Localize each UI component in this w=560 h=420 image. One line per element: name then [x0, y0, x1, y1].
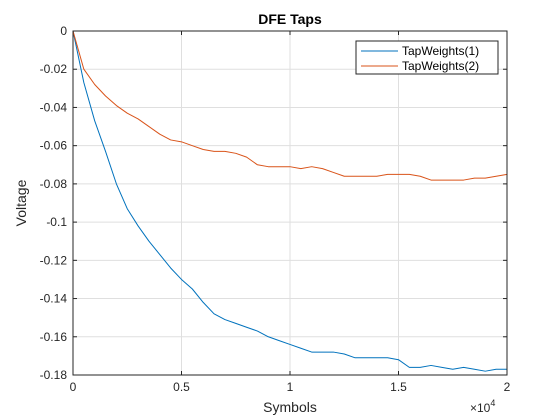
- y-tick-label: -0.06: [40, 139, 68, 153]
- x-tick-label: 1: [287, 380, 294, 394]
- x-axis-label: Symbols: [263, 399, 317, 415]
- series-line-2: [72, 30, 508, 181]
- y-tick-label: -0.12: [40, 253, 68, 267]
- legend-entry-1: TapWeights(1): [402, 44, 479, 58]
- legend: TapWeights(1) TapWeights(2): [355, 40, 499, 75]
- x-axis-multiplier: ×104: [470, 398, 495, 415]
- x-tick-label: 2: [504, 380, 511, 394]
- legend-box: [355, 40, 499, 75]
- y-tick-label: -0.1: [46, 215, 67, 229]
- x-axis-multiplier-base: ×10: [470, 401, 491, 415]
- series-lines: [72, 30, 508, 372]
- y-tick-label: -0.02: [40, 62, 68, 76]
- legend-entry-2: TapWeights(2): [402, 59, 479, 73]
- x-tick-label: 1.5: [390, 380, 407, 394]
- y-tick-label: 0: [60, 24, 67, 38]
- ticks: [72, 30, 508, 376]
- chart-title: DFE Taps: [258, 11, 322, 27]
- y-tick-label: -0.08: [40, 177, 68, 191]
- x-tick-label: 0.5: [173, 380, 190, 394]
- y-axis-label: Voltage: [13, 179, 29, 226]
- series-line-1: [72, 30, 507, 372]
- y-tick-label: -0.14: [40, 292, 68, 306]
- x-tick-label: 0: [70, 380, 77, 394]
- x-axis-multiplier-exp: 4: [490, 398, 495, 408]
- y-tick-label: -0.16: [40, 330, 68, 344]
- tick-labels: 0 0.5 1 1.5 2 0 -0.02 -0.04 -0.06 -0.08 -0.1 -0.12 -…: [40, 24, 511, 394]
- y-tick-label: -0.18: [40, 368, 68, 382]
- y-tick-label: -0.04: [40, 100, 68, 114]
